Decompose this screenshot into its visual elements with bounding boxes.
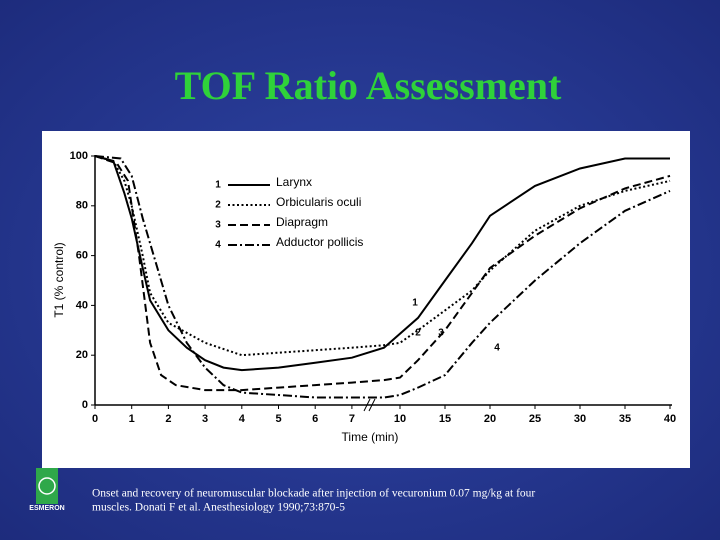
logo-text: ESMERON: [29, 505, 64, 512]
x-tick-label: 30: [574, 413, 586, 425]
legend-number: 3: [215, 220, 221, 231]
x-tick-label: 40: [664, 413, 676, 425]
y-tick-label: 100: [70, 150, 88, 162]
x-tick-label: 35: [619, 413, 631, 425]
y-tick-label: 20: [76, 349, 88, 361]
legend-label: Orbicularis oculi: [276, 195, 361, 209]
line-series: [94, 155, 671, 357]
caption-line: Onset and recovery of neuromuscular bloc…: [92, 488, 535, 500]
x-tick-label: 25: [529, 413, 541, 425]
chart-panel: [42, 131, 690, 468]
x-tick-label: 7: [349, 413, 355, 425]
caption-line: muscles. Donati F et al. Anesthesiology …: [92, 502, 345, 514]
legend-label: Diapragm: [276, 215, 328, 229]
x-tick-label: 20: [484, 413, 496, 425]
logo: ESMERON: [29, 468, 65, 512]
legend-number: 1: [215, 180, 221, 191]
legend-number: 4: [215, 240, 221, 251]
line-series: [94, 155, 671, 392]
x-tick-label: 2: [165, 413, 171, 425]
x-tick-label: 15: [439, 413, 451, 425]
slide-title: TOF Ratio Assessment: [175, 63, 562, 108]
logo-ring: [38, 477, 56, 495]
y-axis-label: T1 (% control): [52, 242, 66, 317]
curve-label: 4: [494, 343, 500, 354]
x-tick-label: 5: [275, 413, 281, 425]
y-tick-label: 60: [76, 250, 88, 262]
break-mark: [363, 398, 371, 412]
curve-label: 1: [412, 298, 418, 309]
line-series: [94, 155, 671, 399]
y-tick-label: 80: [76, 200, 88, 212]
legend-label: Adductor pollicis: [276, 235, 363, 249]
logo-icon: [36, 468, 58, 504]
x-tick-label: 0: [92, 413, 98, 425]
y-tick-label: 40: [76, 299, 88, 311]
x-tick-label: 10: [394, 413, 406, 425]
curve-label: 2: [415, 328, 421, 339]
x-axis-label: Time (min): [342, 430, 399, 444]
x-tick-label: 3: [202, 413, 208, 425]
x-tick-label: 1: [129, 413, 135, 425]
curve-label: 3: [438, 328, 444, 339]
break-mark: [368, 398, 376, 412]
legend-number: 2: [215, 200, 221, 211]
y-tick-label: 0: [82, 399, 88, 411]
x-tick-label: 6: [312, 413, 318, 425]
axis-break: [363, 398, 376, 412]
legend-label: Larynx: [276, 175, 312, 189]
x-tick-label: 4: [239, 413, 246, 425]
